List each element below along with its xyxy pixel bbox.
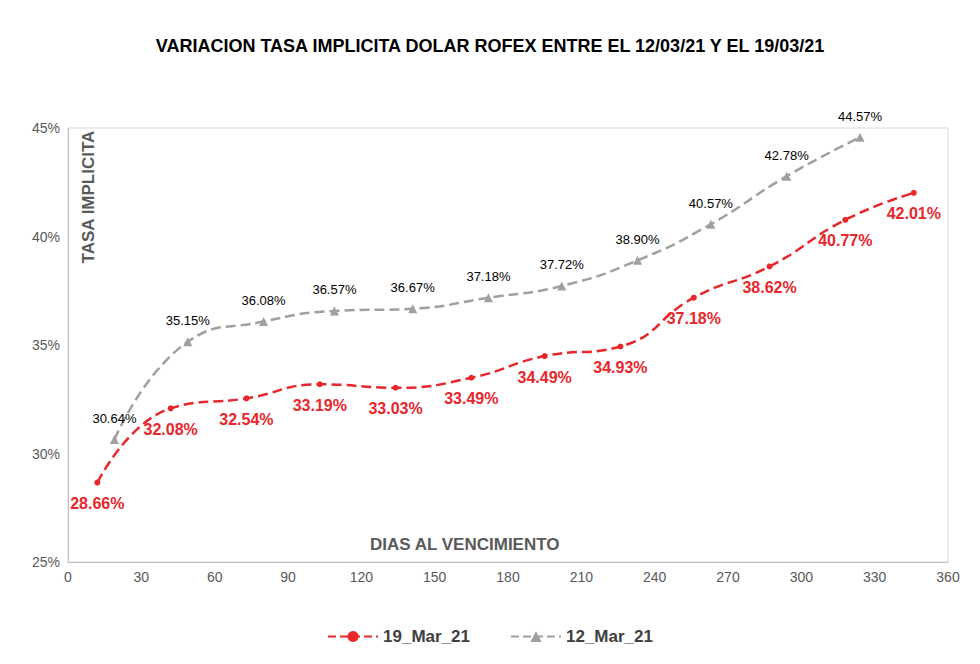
svg-text:25%: 25% <box>32 554 60 570</box>
svg-text:210: 210 <box>570 569 594 585</box>
svg-text:330: 330 <box>863 569 887 585</box>
svg-text:40%: 40% <box>32 229 60 245</box>
svg-text:36.57%: 36.57% <box>312 282 357 297</box>
svg-text:12_Mar_21: 12_Mar_21 <box>566 627 653 646</box>
svg-text:37.18%: 37.18% <box>667 310 721 327</box>
svg-text:180: 180 <box>496 569 520 585</box>
svg-text:32.08%: 32.08% <box>144 421 198 438</box>
svg-text:TASA IMPLICITA: TASA IMPLICITA <box>79 131 98 264</box>
svg-text:150: 150 <box>423 569 447 585</box>
svg-text:37.72%: 37.72% <box>540 257 585 272</box>
svg-text:44.57%: 44.57% <box>838 109 883 124</box>
svg-text:40.57%: 40.57% <box>689 196 734 211</box>
svg-text:35%: 35% <box>32 337 60 353</box>
svg-text:270: 270 <box>716 569 740 585</box>
svg-text:33.03%: 33.03% <box>368 400 422 417</box>
svg-text:33.19%: 33.19% <box>293 397 347 414</box>
svg-text:28.66%: 28.66% <box>70 495 124 512</box>
svg-text:360: 360 <box>936 569 960 585</box>
svg-text:120: 120 <box>350 569 374 585</box>
svg-text:42.01%: 42.01% <box>887 205 941 222</box>
svg-text:38.62%: 38.62% <box>742 279 796 296</box>
svg-text:30%: 30% <box>32 446 60 462</box>
svg-text:0: 0 <box>64 569 72 585</box>
svg-text:300: 300 <box>790 569 814 585</box>
svg-text:DIAS AL VENCIMIENTO: DIAS AL VENCIMIENTO <box>370 535 560 554</box>
svg-text:90: 90 <box>280 569 296 585</box>
svg-text:33.49%: 33.49% <box>444 390 498 407</box>
svg-text:32.54%: 32.54% <box>219 411 273 428</box>
svg-text:36.67%: 36.67% <box>391 280 436 295</box>
svg-text:30.64%: 30.64% <box>92 411 137 426</box>
svg-text:34.49%: 34.49% <box>518 369 572 386</box>
svg-text:36.08%: 36.08% <box>242 293 287 308</box>
svg-text:37.18%: 37.18% <box>466 269 511 284</box>
svg-text:240: 240 <box>643 569 667 585</box>
svg-text:35.15%: 35.15% <box>166 313 211 328</box>
svg-text:42.78%: 42.78% <box>765 148 810 163</box>
svg-text:19_Mar_21: 19_Mar_21 <box>383 627 470 646</box>
svg-text:60: 60 <box>207 569 223 585</box>
svg-text:40.77%: 40.77% <box>818 232 872 249</box>
svg-text:45%: 45% <box>32 120 60 136</box>
svg-text:34.93%: 34.93% <box>593 359 647 376</box>
svg-text:30: 30 <box>134 569 150 585</box>
svg-text:VARIACION TASA IMPLICITA DOLAR: VARIACION TASA IMPLICITA DOLAR ROFEX ENT… <box>156 36 825 56</box>
svg-text:38.90%: 38.90% <box>616 232 661 247</box>
